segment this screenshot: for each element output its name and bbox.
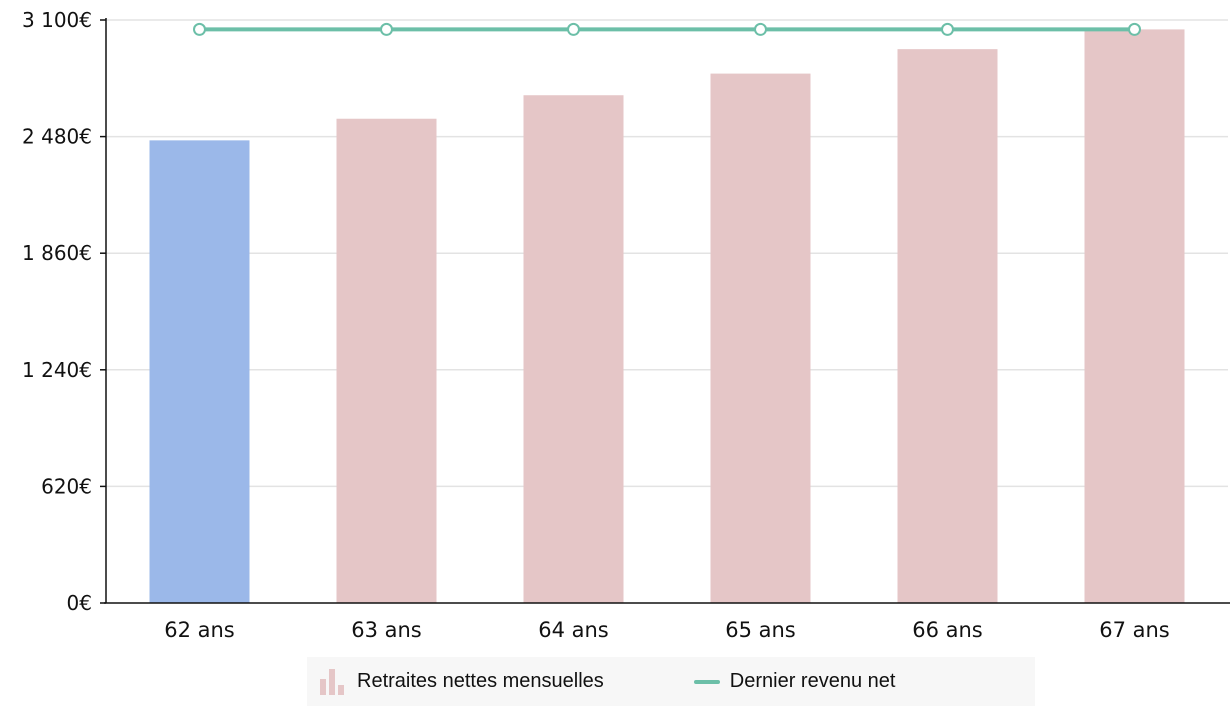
y-tick-label: 2 480€ xyxy=(22,125,92,149)
y-tick-label: 1 860€ xyxy=(22,241,92,265)
legend: Retraites nettes mensuelles Dernier reve… xyxy=(307,657,1035,706)
y-tick-label: 620€ xyxy=(41,474,92,498)
y-tick-label: 0€ xyxy=(67,591,92,615)
x-tick-labels: 62 ans 63 ans 64 ans 65 ans 66 ans 67 ans xyxy=(164,618,1170,642)
line-point xyxy=(567,22,580,36)
line-icon xyxy=(693,679,720,684)
legend-label-pensions: Retraites nettes mensuelles xyxy=(357,670,604,692)
x-tick-label: 67 ans xyxy=(1099,618,1170,642)
line-point xyxy=(1128,22,1141,36)
legend-label-last-income: Dernier revenu net xyxy=(729,670,896,692)
line-point xyxy=(941,22,954,36)
y-tick-labels: 0€ 620€ 1 240€ 1 860€ 2 480€ 3 100€ xyxy=(22,8,92,615)
x-tick-label: 62 ans xyxy=(164,618,235,642)
legend-item-last-income[interactable]: Dernier revenu net xyxy=(693,670,896,693)
bar xyxy=(710,73,811,603)
bar-icon-segment xyxy=(329,668,335,695)
bar-chart-icon xyxy=(320,668,347,695)
line-point xyxy=(754,22,767,36)
bar-icon-segment xyxy=(338,684,344,695)
bar xyxy=(523,95,624,604)
legend-item-pensions[interactable]: Retraites nettes mensuelles xyxy=(320,668,604,695)
bar xyxy=(897,49,998,603)
bar xyxy=(1084,29,1185,604)
x-tick-label: 66 ans xyxy=(912,618,983,642)
y-tick-label: 3 100€ xyxy=(22,8,92,32)
y-tick-label: 1 240€ xyxy=(22,358,92,382)
bar-icon-segment xyxy=(320,678,326,695)
line-point xyxy=(193,22,206,36)
x-tick-label: 63 ans xyxy=(351,618,422,642)
x-tick-label: 64 ans xyxy=(538,618,609,642)
line-point xyxy=(380,22,393,36)
grid-lines xyxy=(106,19,1228,488)
axes xyxy=(100,18,1230,604)
x-tick-label: 65 ans xyxy=(725,618,796,642)
bar-series xyxy=(149,29,1185,604)
bar xyxy=(149,140,250,603)
bar xyxy=(336,118,437,603)
line-series xyxy=(193,22,1141,36)
